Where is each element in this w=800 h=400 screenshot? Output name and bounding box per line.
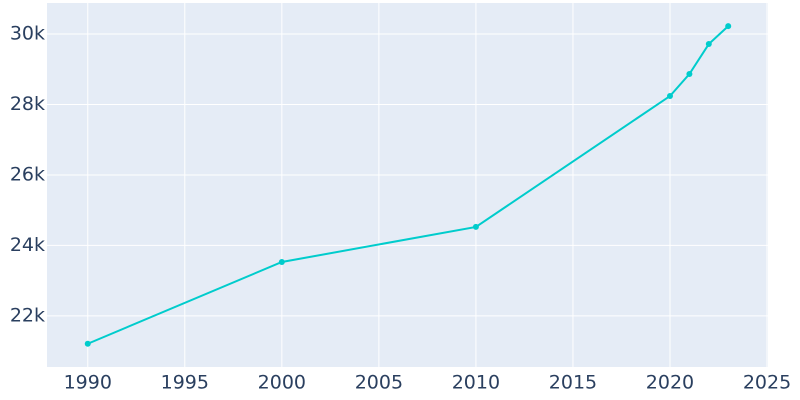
x-tick-label: 2005 [355, 372, 403, 394]
y-tick-label: 28k [10, 93, 45, 115]
y-tick-label: 24k [10, 234, 45, 256]
x-tick-label: 2025 [743, 372, 791, 394]
point [686, 71, 693, 78]
x-tick-label: 1995 [161, 372, 209, 394]
y-tick-label: 26k [10, 163, 45, 185]
y-tick-label: 22k [10, 304, 45, 326]
x-tick-label: 2010 [452, 372, 500, 394]
x-tick-label: 1990 [64, 372, 112, 394]
point [278, 258, 285, 265]
y-tick-label: 30k [10, 23, 45, 45]
point [666, 93, 673, 100]
point [725, 23, 732, 30]
point [705, 41, 712, 48]
point [84, 340, 91, 347]
x-tick-label: 2015 [549, 372, 597, 394]
x-tick-label: 2000 [258, 372, 306, 394]
plot-area [47, 3, 768, 367]
point [472, 223, 479, 230]
x-tick-label: 2020 [646, 372, 694, 394]
